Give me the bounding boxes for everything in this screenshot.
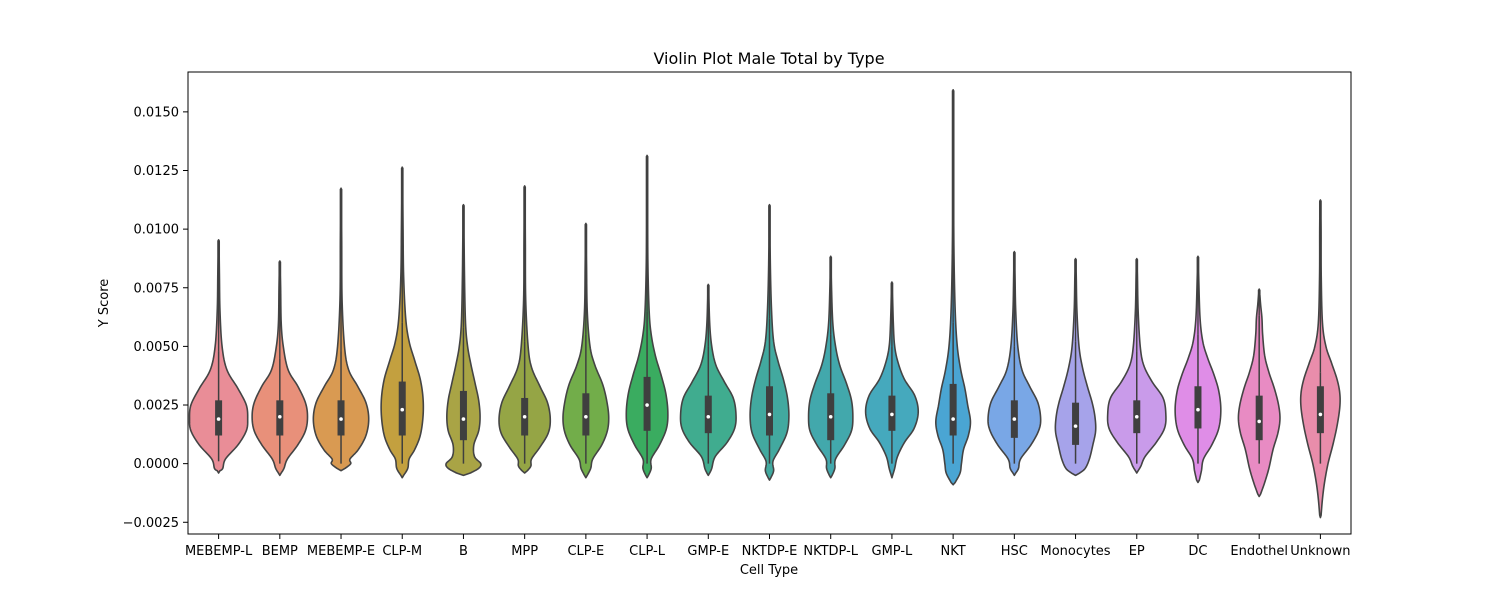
- violin-iqr-box: [582, 393, 590, 436]
- x-tick-label: CLP-E: [567, 544, 604, 559]
- violin-clp-e: [562, 222, 610, 479]
- y-tick-label: 0.0150: [134, 105, 180, 120]
- violin-median: [828, 414, 833, 419]
- x-tick-label: GMP-L: [872, 544, 914, 559]
- y-axis-title: Y Score: [97, 279, 112, 328]
- y-tick-label: 0.0000: [134, 457, 180, 472]
- violin-gmp-l: [864, 281, 920, 479]
- chart-title: Violin Plot Male Total by Type: [653, 49, 884, 68]
- x-tick-label: Endothel: [1230, 544, 1288, 559]
- violin-iqr-box: [949, 383, 957, 436]
- violin-median: [1012, 417, 1017, 421]
- violin-mebemp-l: [188, 239, 249, 474]
- y-tick-label: 0.0025: [134, 399, 180, 414]
- violin-median: [1196, 407, 1200, 412]
- violin-b: [445, 203, 482, 477]
- violin-iqr-box: [459, 390, 467, 441]
- x-tick-label: MPP: [511, 544, 538, 559]
- violin-median: [400, 407, 405, 412]
- violin-median: [339, 417, 343, 421]
- violin-median: [278, 414, 282, 419]
- violin-nktdp-l: [807, 255, 854, 479]
- y-tick-label: −0.0025: [123, 516, 179, 531]
- x-tick-label: B: [459, 544, 468, 559]
- violins-layer: [188, 88, 1341, 519]
- violin-unknown: [1299, 199, 1341, 519]
- violin-nkt: [935, 88, 972, 486]
- x-tick-label: CLP-L: [629, 544, 666, 559]
- violin-median: [1257, 419, 1261, 424]
- x-tick-label: NKTDP-E: [742, 544, 798, 559]
- violin-iqr-box: [1316, 386, 1324, 434]
- x-tick-label: BEMP: [262, 544, 298, 559]
- violin-median: [890, 412, 894, 417]
- x-tick-label: Monocytes: [1041, 544, 1111, 559]
- x-tick-label: EP: [1129, 544, 1145, 559]
- violin-median: [645, 403, 649, 407]
- violin-median: [461, 417, 466, 421]
- violin-endothel: [1237, 288, 1281, 498]
- violin-iqr-box: [1194, 386, 1202, 429]
- violin-ep: [1106, 257, 1167, 474]
- violin-monocytes: [1054, 257, 1097, 477]
- x-tick-label: GMP-E: [687, 544, 729, 559]
- x-tick-label: NKT: [941, 544, 966, 559]
- x-tick-label: Unknown: [1290, 544, 1350, 559]
- x-axis: MEBEMP-L BEMP MEBEMP-E CLP-M B MPP CLP-E CLP-L G…: [185, 534, 1351, 559]
- violin-iqr-box: [766, 386, 773, 436]
- violin-median: [216, 417, 221, 421]
- violin-median: [767, 412, 772, 417]
- violin-median: [1073, 424, 1078, 428]
- violin-median: [951, 417, 955, 421]
- x-tick-label: MEBEMP-E: [307, 544, 375, 559]
- violin-median: [1318, 412, 1323, 417]
- x-tick-label: CLP-M: [382, 544, 422, 559]
- x-tick-label: HSC: [1001, 544, 1028, 559]
- violin-mebemp-e: [312, 187, 370, 472]
- y-tick-label: 0.0075: [134, 281, 180, 296]
- violin-bemp: [251, 260, 309, 477]
- violin-clp-m: [380, 166, 425, 479]
- violin-clp-l: [625, 154, 669, 479]
- violin-gmp-e: [679, 283, 737, 477]
- violin-dc: [1174, 255, 1222, 484]
- violin-mpp: [498, 185, 552, 474]
- violin-iqr-box: [1072, 402, 1080, 445]
- violin-median: [584, 414, 588, 419]
- x-axis-title: Cell Type: [740, 563, 798, 578]
- x-tick-label: MEBEMP-L: [185, 544, 253, 559]
- y-axis: −0.0025 0.0000 0.0025 0.0050 0.0075 0.0100 0.0…: [123, 105, 188, 531]
- y-tick-label: 0.0050: [134, 340, 180, 355]
- violin-iqr-box: [1255, 395, 1263, 441]
- x-tick-label: DC: [1188, 544, 1207, 559]
- violin-nktdp-e: [749, 203, 790, 481]
- violin-median: [522, 414, 527, 419]
- violin-median: [1134, 414, 1139, 419]
- violin-iqr-box: [704, 395, 712, 434]
- violin-hsc: [987, 250, 1042, 477]
- violin-median: [706, 414, 711, 419]
- y-tick-label: 0.0125: [134, 164, 180, 179]
- y-tick-label: 0.0100: [134, 223, 180, 238]
- x-tick-label: NKTDP-L: [803, 544, 858, 559]
